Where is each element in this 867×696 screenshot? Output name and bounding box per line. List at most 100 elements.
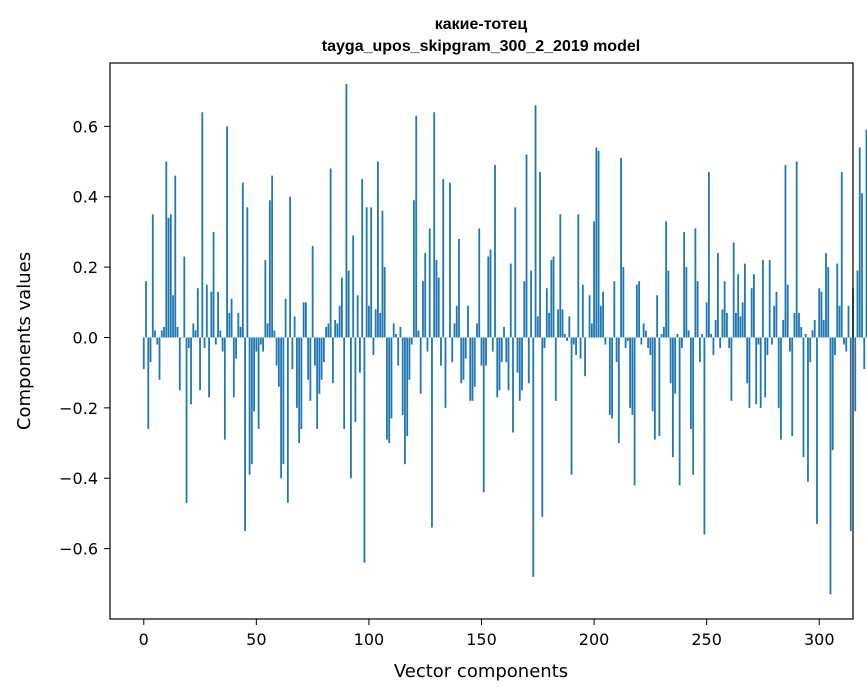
y-axis: −0.6 −0.4 −0.2 0.0 0.2 0.4 0.6 — [59, 117, 110, 559]
bar — [338, 305, 341, 338]
bar — [732, 242, 735, 338]
bar — [523, 281, 526, 338]
bar — [638, 281, 641, 338]
bar — [320, 337, 323, 380]
bar — [708, 172, 710, 338]
bar — [570, 337, 573, 475]
bar — [359, 337, 361, 373]
bar — [248, 337, 251, 475]
bar — [847, 305, 850, 338]
bar — [671, 337, 674, 458]
bar — [237, 312, 240, 338]
bar — [354, 337, 357, 422]
bar — [435, 260, 438, 338]
bar — [464, 337, 467, 359]
bar — [266, 323, 269, 338]
bar — [800, 326, 803, 338]
bar — [838, 305, 841, 338]
bar — [187, 337, 190, 349]
bar — [750, 288, 753, 338]
bar — [710, 333, 713, 338]
bar — [417, 330, 420, 338]
bar — [834, 337, 836, 356]
y-axis-label: Components values — [14, 252, 35, 430]
bar — [322, 337, 325, 363]
bar — [142, 337, 145, 370]
bar — [599, 305, 602, 338]
bar — [289, 196, 292, 338]
bar — [190, 337, 192, 405]
bar — [203, 337, 206, 349]
bar — [746, 337, 749, 384]
bar — [377, 161, 379, 338]
bar — [602, 291, 604, 338]
bar — [728, 337, 731, 349]
bar — [667, 270, 670, 338]
bar — [282, 337, 285, 465]
bar — [154, 330, 156, 338]
bar — [332, 337, 334, 384]
bar — [169, 214, 172, 338]
bar — [437, 277, 440, 338]
bar — [689, 337, 692, 429]
bar — [350, 337, 352, 479]
bar — [491, 337, 494, 352]
bar — [273, 330, 276, 338]
bar — [771, 337, 773, 345]
bar — [208, 337, 210, 398]
bar — [194, 330, 197, 338]
bar — [158, 337, 161, 380]
bar — [469, 337, 472, 401]
bar — [370, 207, 373, 338]
bar — [521, 337, 523, 391]
bar — [550, 260, 553, 338]
bar — [205, 284, 208, 338]
bar — [174, 175, 177, 338]
bar — [622, 267, 625, 338]
bar — [662, 326, 665, 338]
bar — [854, 337, 857, 412]
bar — [217, 291, 219, 338]
bar — [825, 253, 827, 338]
bar — [735, 312, 737, 338]
bar — [845, 337, 848, 352]
x-tick-label: 200 — [579, 630, 610, 649]
bar — [764, 337, 767, 398]
bar — [192, 323, 195, 338]
bar — [467, 305, 469, 338]
bar — [496, 337, 499, 398]
bar — [397, 337, 400, 366]
bar — [327, 323, 330, 338]
bar — [843, 337, 845, 345]
bar — [849, 337, 852, 532]
bar — [861, 193, 863, 338]
bar — [572, 337, 575, 345]
bar — [624, 337, 627, 349]
bar — [539, 172, 541, 338]
bar — [615, 337, 618, 363]
bar — [500, 337, 503, 363]
bar — [831, 337, 834, 451]
bar — [494, 165, 496, 338]
bar — [230, 298, 233, 338]
bar — [228, 312, 231, 338]
bar — [836, 263, 839, 338]
bar — [498, 337, 501, 391]
bar — [719, 337, 722, 349]
bar — [548, 312, 550, 338]
bar — [399, 326, 402, 338]
bar — [390, 337, 393, 419]
bar — [428, 228, 431, 338]
bar — [147, 337, 150, 429]
bar — [653, 337, 656, 440]
bar — [250, 337, 253, 465]
bar — [176, 326, 179, 338]
bar — [557, 309, 559, 338]
bar — [352, 235, 355, 338]
bar — [613, 281, 616, 338]
bar — [149, 337, 152, 363]
bar — [827, 267, 830, 338]
chart-title: какие-тотец — [435, 16, 528, 33]
bar — [163, 326, 165, 338]
bar — [793, 312, 796, 338]
